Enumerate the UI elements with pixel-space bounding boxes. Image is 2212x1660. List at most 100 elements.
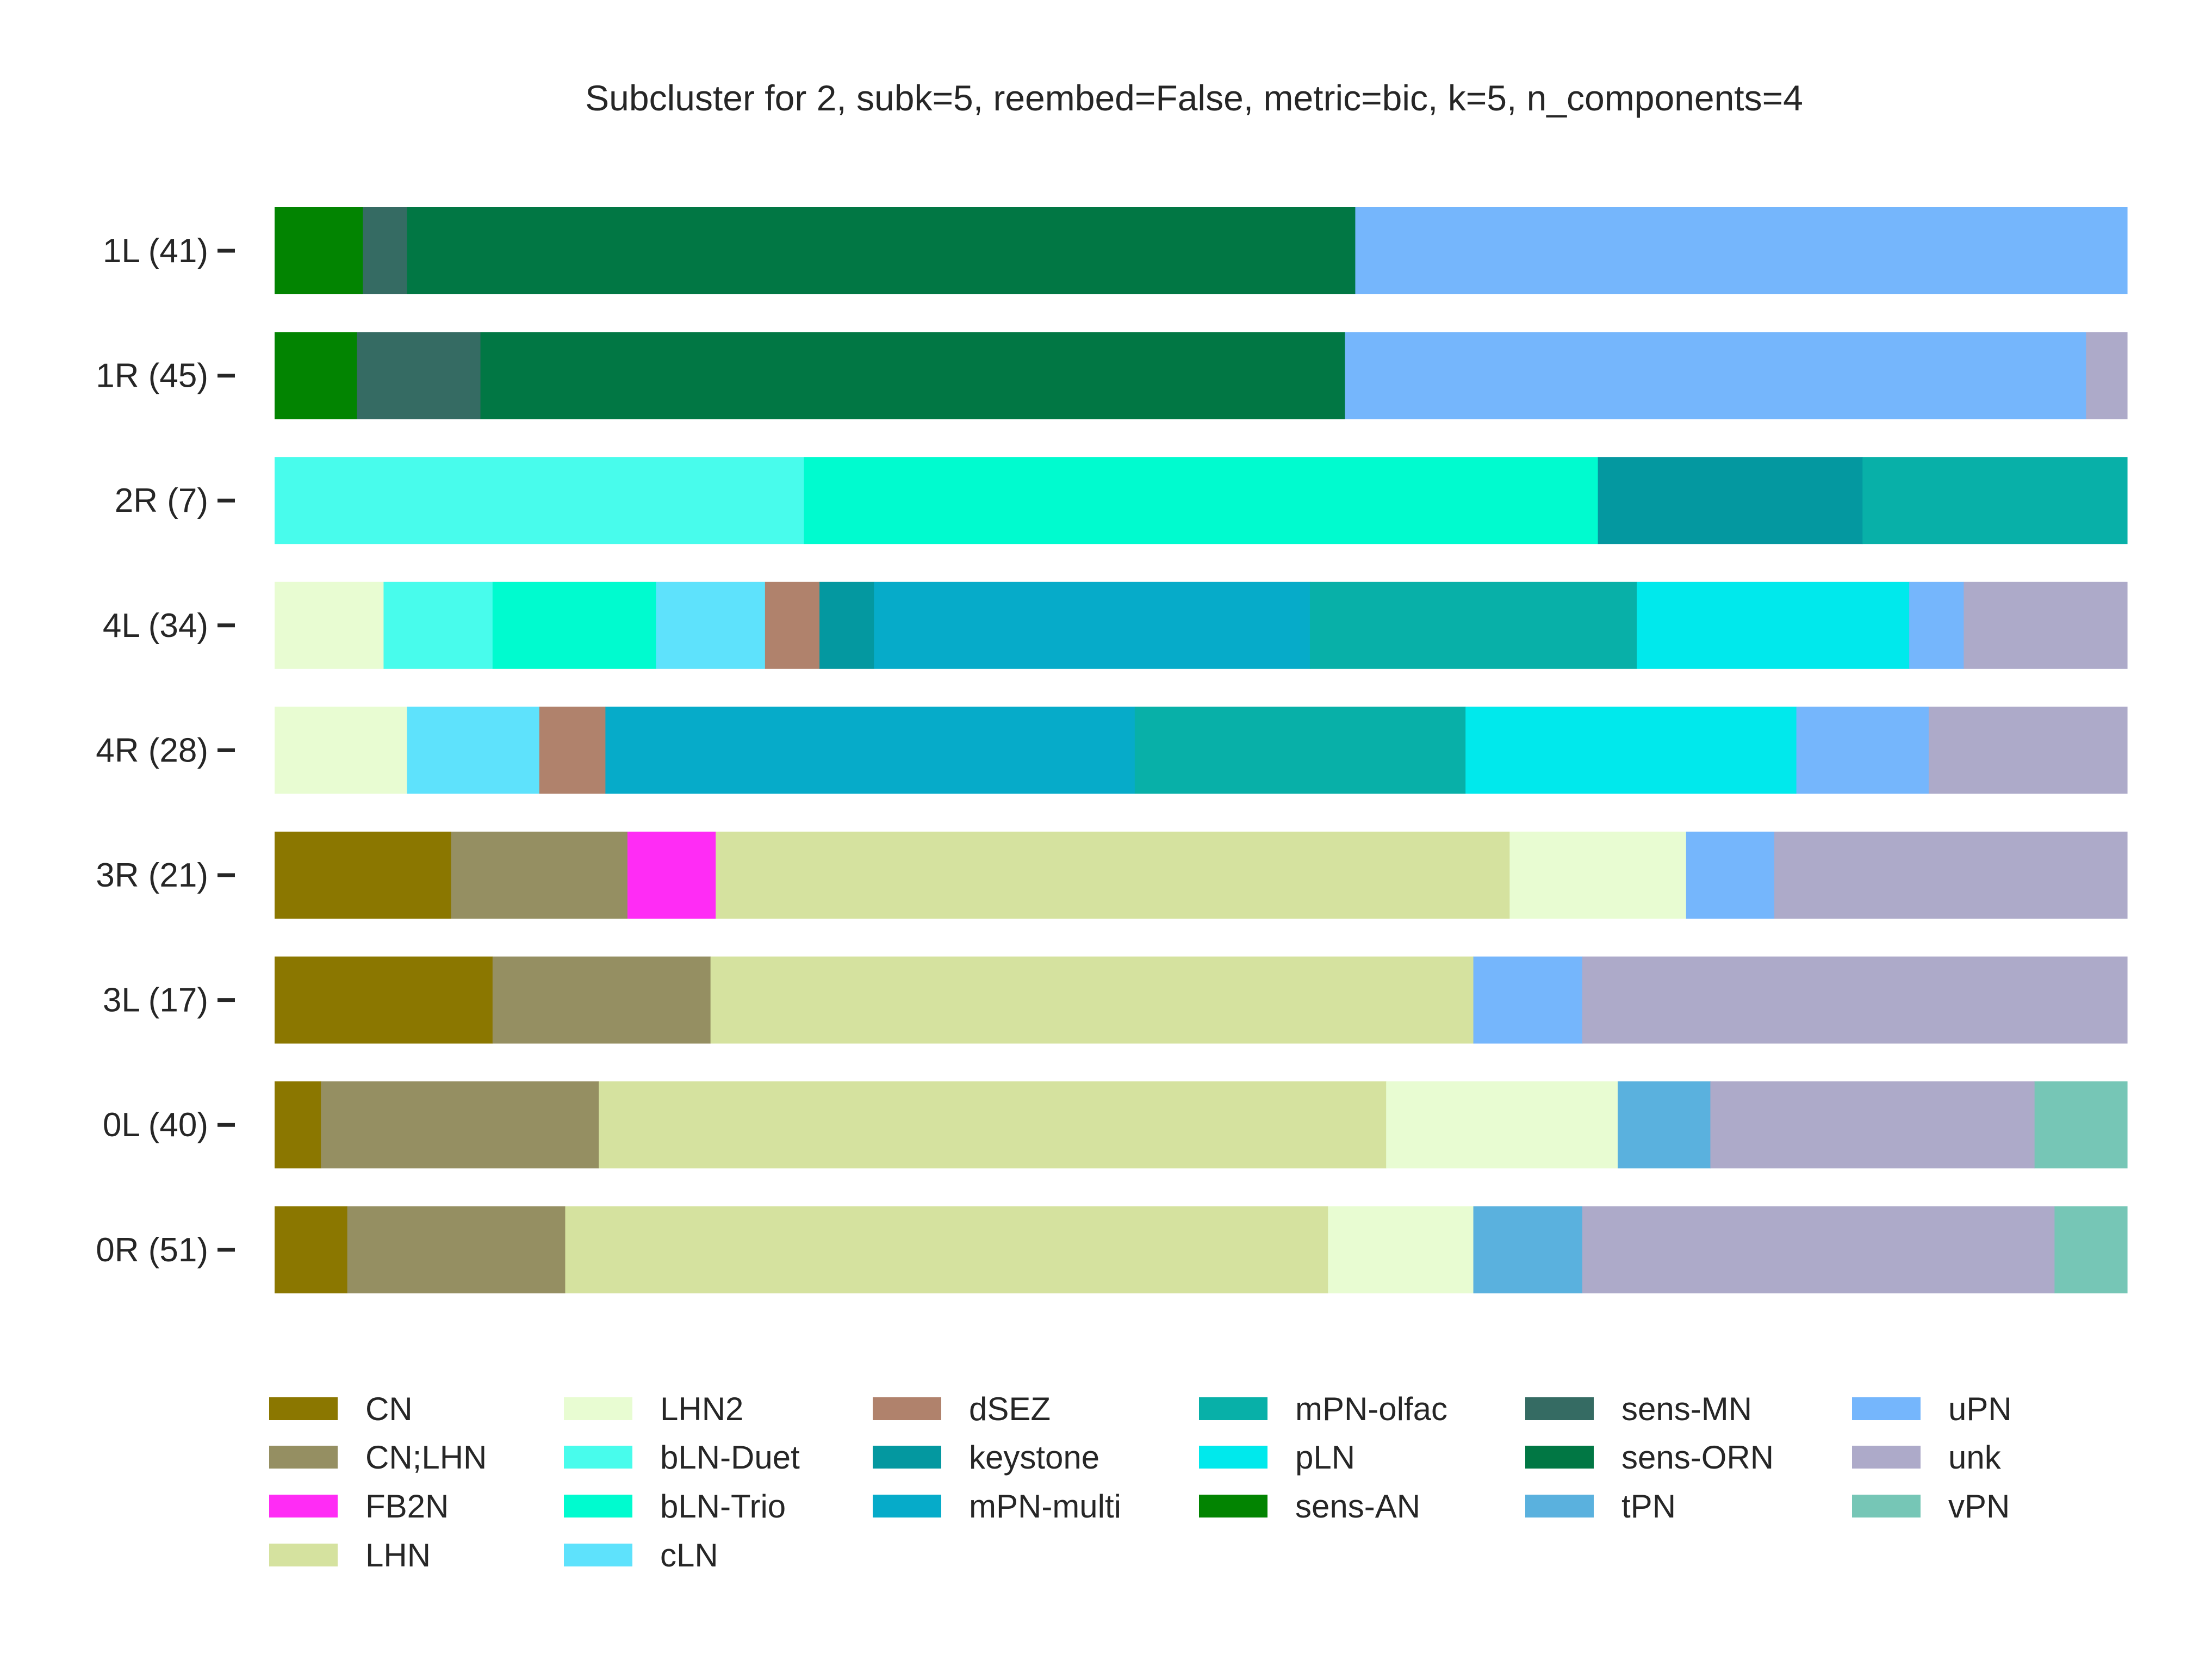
legend-label: bLN-Duet	[660, 1439, 800, 1476]
y-tick-label: 4R (28)	[96, 732, 208, 769]
legend-item-unk: unk	[1852, 1439, 2002, 1476]
legend-swatch	[1199, 1397, 1267, 1420]
bar-segment-0r-51-cn	[275, 1206, 348, 1293]
legend-swatch	[269, 1446, 338, 1469]
legend-swatch	[564, 1446, 632, 1469]
bar-segment-3r-21-upn	[1686, 832, 1775, 919]
legend-item-fb2n: FB2N	[269, 1488, 449, 1525]
bar-segment-4l-34-mpn-multi	[874, 581, 1310, 669]
legend-label: pLN	[1295, 1439, 1355, 1476]
legend-item-dsez: dSEZ	[873, 1391, 1051, 1427]
bar-segment-3l-17-upn	[1473, 956, 1583, 1044]
legend-swatch	[564, 1495, 632, 1517]
legend-swatch	[1852, 1397, 1921, 1420]
bar-segment-4l-34-mpn-olfac	[1309, 581, 1637, 669]
y-tick-label: 1R (45)	[96, 357, 208, 395]
legend-item-pln: pLN	[1199, 1439, 1355, 1476]
y-tick-label: 0R (51)	[96, 1231, 208, 1269]
legend-label: dSEZ	[969, 1391, 1051, 1427]
legend-swatch	[269, 1544, 338, 1566]
legend-item-mpn-olfac: mPN-olfac	[1199, 1391, 1447, 1427]
bar-segment-0r-51-unk	[1582, 1206, 2055, 1293]
legend-swatch	[873, 1495, 941, 1517]
bar-segment-4l-34-unk	[1964, 581, 2128, 669]
y-axis: 1L (41) 1R (45) 2R (7) 4L (34) 4R (28) 3R (21…	[96, 232, 235, 1269]
bar-segment-4r-28-dsez	[539, 707, 606, 794]
bar-segment-2r-7-bln-duet	[275, 457, 805, 544]
bar-segment-4l-34-bln-duet	[383, 581, 493, 669]
bar-segment-1r-45-unk	[2086, 332, 2128, 419]
legend-item-lhn2: LHN2	[564, 1391, 743, 1427]
legend-label: cLN	[660, 1537, 718, 1574]
bar-segment-3l-17-cn	[275, 956, 493, 1044]
legend-label: sens-MN	[1621, 1391, 1752, 1427]
legend: CN CN;LHN FB2N LHN LHN2 bLN-Duet bLN-Trio cLN dS…	[269, 1391, 2012, 1574]
legend-label: FB2N	[365, 1488, 449, 1525]
legend-item-upn: uPN	[1852, 1391, 2012, 1427]
legend-label: LHN	[365, 1537, 431, 1574]
legend-label: CN;LHN	[365, 1439, 487, 1476]
legend-swatch	[564, 1544, 632, 1566]
bar-segment-1r-45-upn	[1345, 332, 2086, 419]
legend-swatch	[564, 1397, 632, 1420]
bar-segment-4l-34-bln-trio	[492, 581, 657, 669]
y-tick-label: 2R (7)	[115, 482, 208, 519]
legend-swatch	[1852, 1446, 1921, 1469]
bar-segment-0r-51-cn-lhn	[347, 1206, 566, 1293]
legend-item-keystone: keystone	[873, 1439, 1099, 1476]
bar-segment-4r-28-unk	[1928, 707, 2128, 794]
legend-label: sens-ORN	[1621, 1439, 1774, 1476]
bar-segment-4l-34-upn	[1909, 581, 1964, 669]
legend-label: tPN	[1621, 1488, 1676, 1525]
legend-swatch	[1525, 1495, 1594, 1517]
bar-segment-1l-41-sens-orn	[407, 207, 1356, 294]
legend-item-sens-orn: sens-ORN	[1525, 1439, 1774, 1476]
chart-title: Subcluster for 2, subk=5, reembed=False,…	[585, 78, 1803, 118]
bar-segment-4l-34-dsez	[765, 581, 820, 669]
bars-group	[275, 207, 2128, 1293]
bar-segment-1l-41-upn	[1355, 207, 2128, 294]
legend-swatch	[1525, 1446, 1594, 1469]
bar-segment-1l-41-sens-mn	[363, 207, 407, 294]
legend-label: keystone	[969, 1439, 1099, 1476]
bar-segment-2r-7-mpn-olfac	[1862, 457, 2128, 544]
bar-segment-3r-21-lhn	[716, 832, 1510, 919]
legend-label: vPN	[1948, 1488, 2010, 1525]
bar-segment-2r-7-keystone	[1598, 457, 1863, 544]
legend-item-tpn: tPN	[1525, 1488, 1676, 1525]
legend-label: CN	[365, 1391, 413, 1427]
bar-segment-3r-21-fb2n	[627, 832, 716, 919]
legend-item-lhn: LHN	[269, 1537, 431, 1574]
bar-segment-4r-28-upn	[1796, 707, 1929, 794]
bar-segment-4l-34-pln	[1637, 581, 1910, 669]
legend-item-sens-an: sens-AN	[1199, 1488, 1420, 1525]
bar-segment-1l-41-sens-an	[275, 207, 363, 294]
legend-label: uPN	[1948, 1391, 2012, 1427]
legend-label: bLN-Trio	[660, 1488, 786, 1525]
bar-segment-0l-40-lhn2	[1386, 1081, 1618, 1169]
bar-segment-1r-45-sens-orn	[480, 332, 1346, 419]
y-tick-label: 1L (41)	[103, 232, 208, 270]
bar-segment-3l-17-cn-lhn	[492, 956, 711, 1044]
y-tick-label: 3L (17)	[103, 982, 208, 1019]
bar-segment-0l-40-vpn	[2034, 1081, 2128, 1169]
bar-segment-3r-21-unk	[1774, 832, 2128, 919]
bar-segment-3r-21-cn-lhn	[451, 832, 628, 919]
bar-segment-4l-34-keystone	[819, 581, 874, 669]
bar-segment-0l-40-tpn	[1618, 1081, 1711, 1169]
legend-item-cn: CN	[269, 1391, 413, 1427]
legend-label: mPN-olfac	[1295, 1391, 1447, 1427]
legend-item-bln-trio: bLN-Trio	[564, 1488, 786, 1525]
legend-swatch	[873, 1446, 941, 1469]
bar-segment-0l-40-unk	[1710, 1081, 2035, 1169]
legend-item-sens-mn: sens-MN	[1525, 1391, 1752, 1427]
legend-item-mpn-multi: mPN-multi	[873, 1488, 1121, 1525]
bar-segment-1r-45-sens-an	[275, 332, 358, 419]
bar-segment-0l-40-cn-lhn	[321, 1081, 599, 1169]
y-tick-label: 4L (34)	[103, 607, 208, 645]
bar-segment-4r-28-lhn2	[275, 707, 407, 794]
legend-swatch	[873, 1397, 941, 1420]
legend-swatch	[269, 1495, 338, 1517]
legend-swatch	[1199, 1446, 1267, 1469]
